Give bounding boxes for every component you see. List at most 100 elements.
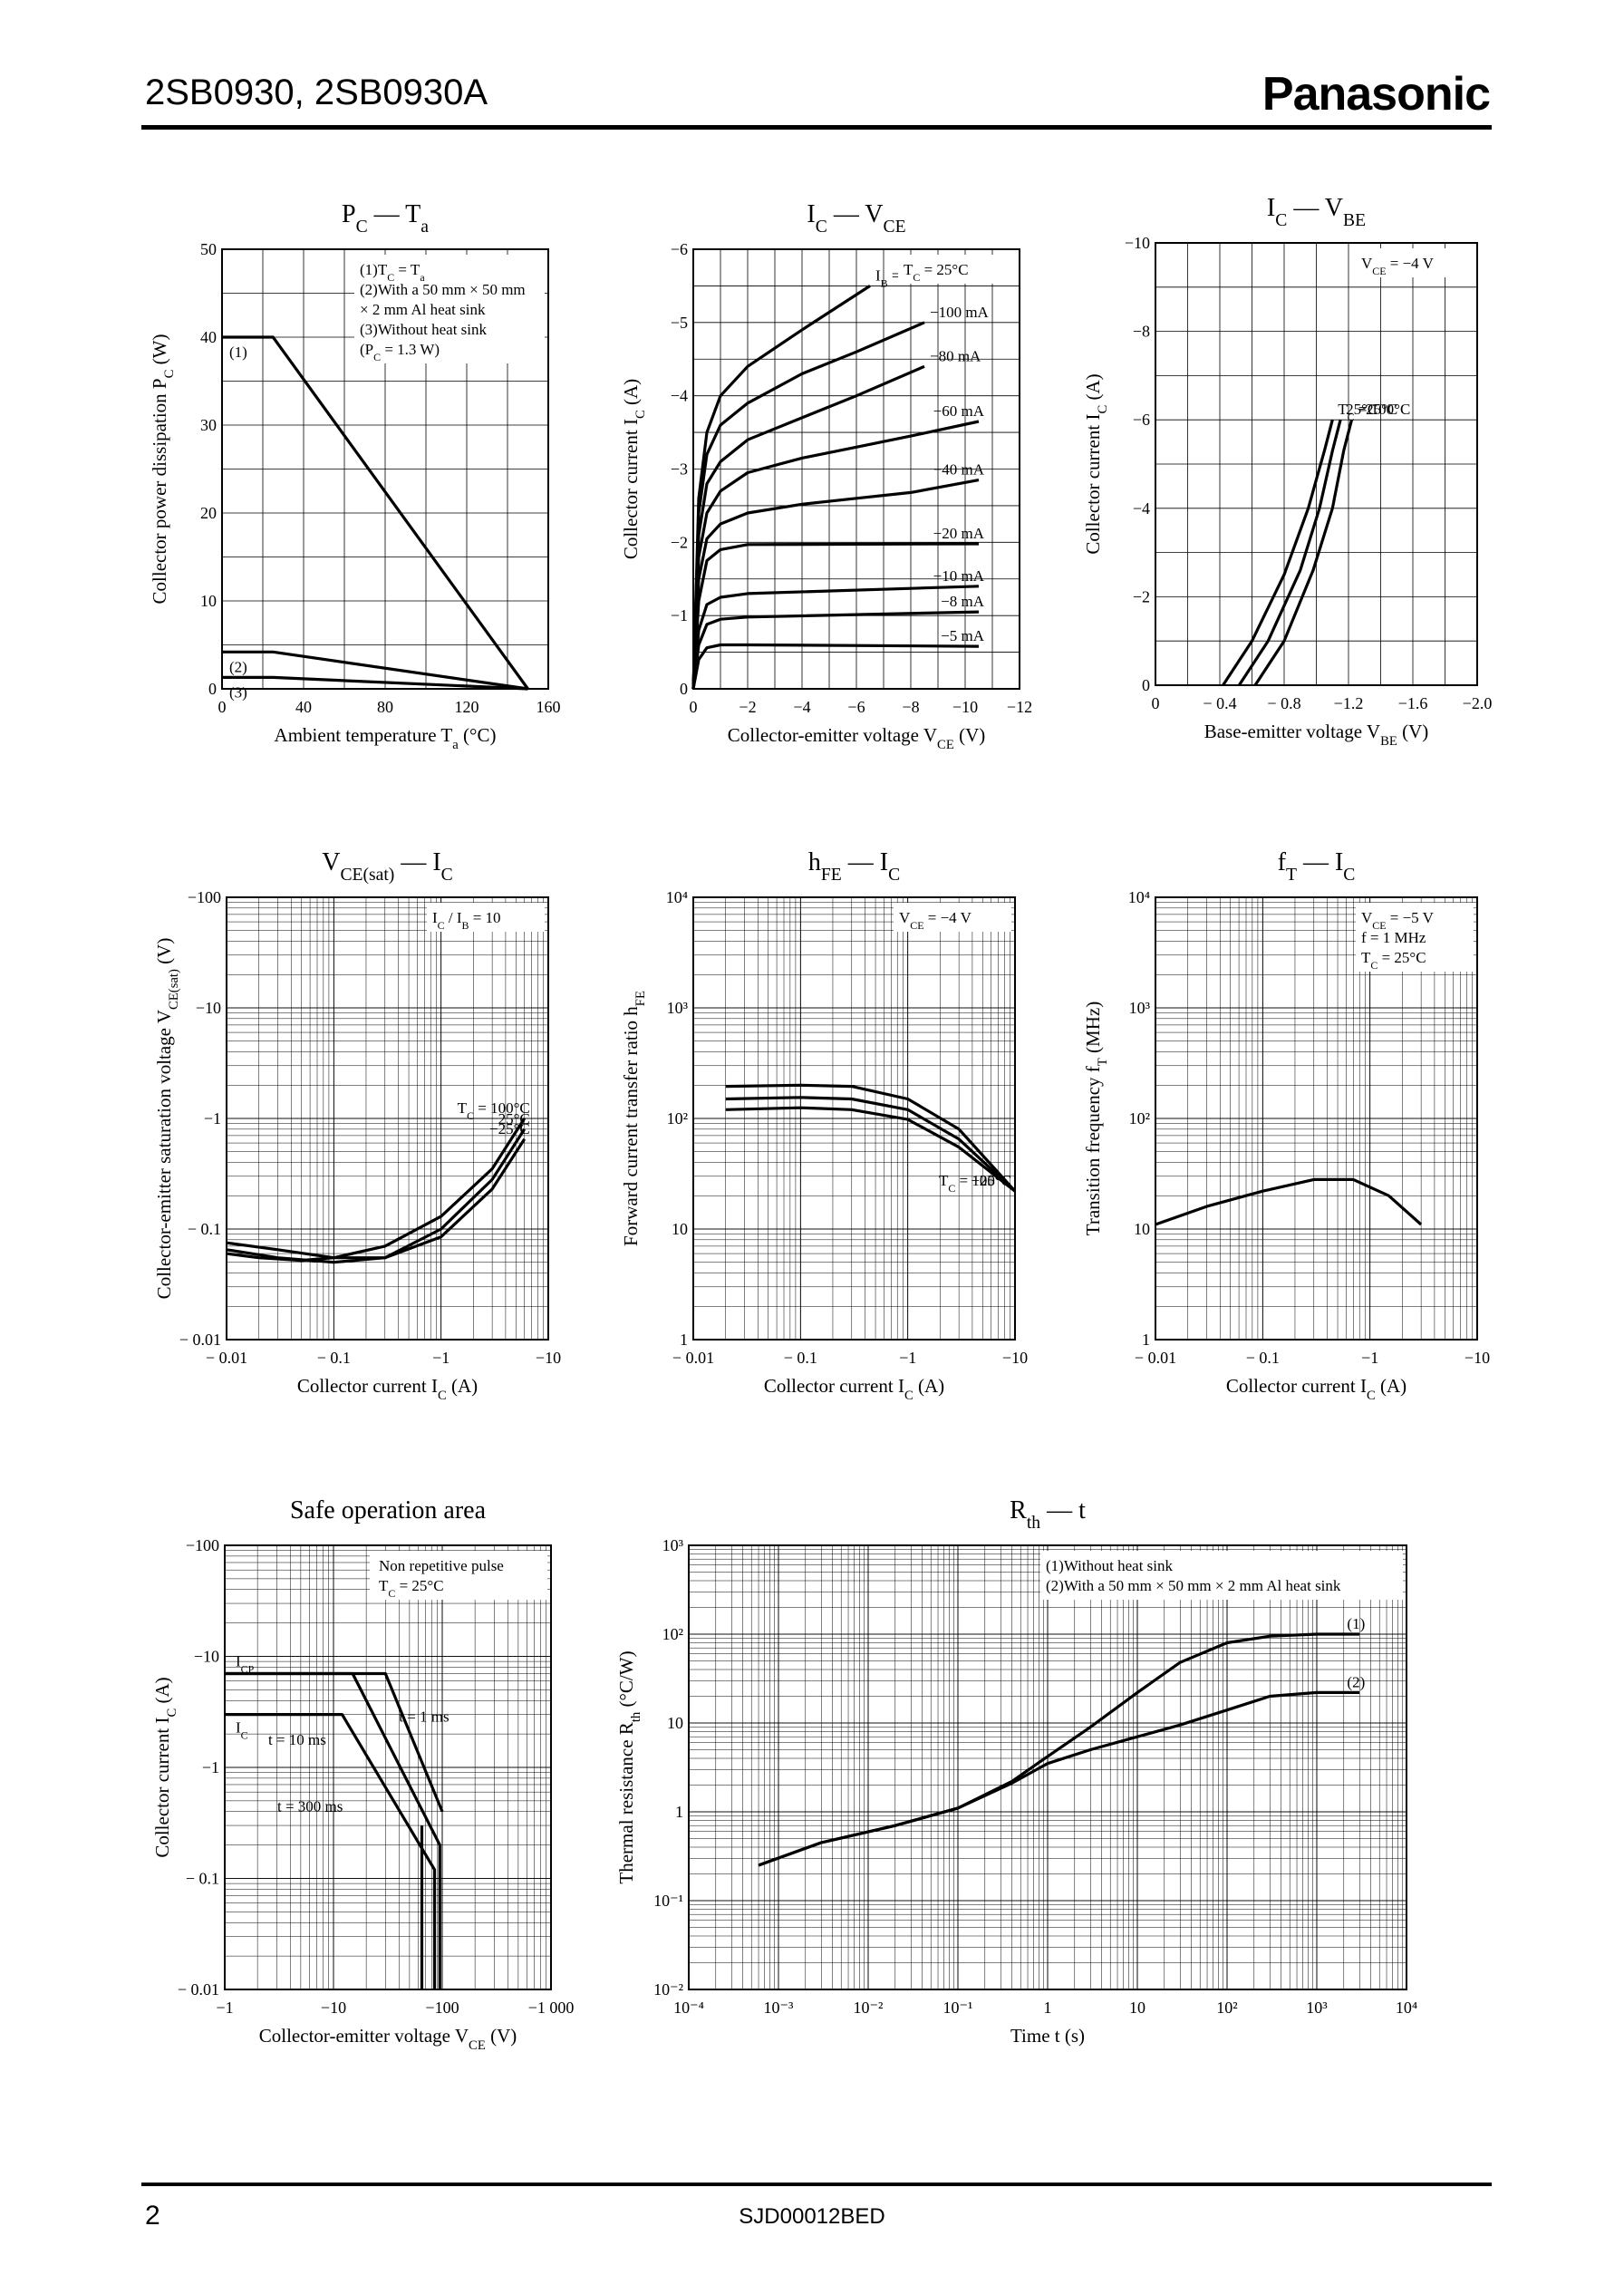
y-axis-label: Collector current IC (A) (620, 379, 648, 559)
x-tick-label: −1.6 (1398, 694, 1428, 712)
soa-label: ICP (236, 1652, 255, 1675)
x-tick-label: −100 (425, 1999, 459, 2017)
y-tick-label: −2 (671, 533, 688, 551)
y-tick-label: 10 (1134, 1220, 1150, 1238)
legend-entry: (1)Without heat sink (1046, 1557, 1174, 1574)
soa-label: IC (236, 1719, 248, 1742)
series-label: TC = 100°C (458, 1099, 530, 1122)
plot-frame (221, 248, 549, 690)
x-tick-label: 10³ (1306, 1999, 1328, 2017)
chart-hfe_ic: hFE — IC Collector current IC (A) Forward … (620, 848, 1028, 1403)
chart-rth_t: Rth — t Time t (s) Thermal resistance Rth … (615, 1496, 1417, 2047)
series-line (226, 1137, 527, 1260)
series-line (1155, 1177, 1423, 1226)
soa-label: t = 300 ms (277, 1798, 343, 1815)
series-line (1253, 419, 1354, 686)
series-label: −60 mA (933, 402, 985, 420)
x-tick-label: −2.0 (1463, 694, 1493, 712)
series-line (691, 420, 980, 690)
x-tick-label: − 0.1 (317, 1349, 351, 1367)
y-tick-label: −1 (204, 1109, 221, 1128)
x-tick-label: 10⁻³ (764, 1999, 795, 2017)
x-tick-label: 10⁴ (1396, 1999, 1417, 2017)
y-axis-label: Thermal resistance Rth (°C/W) (615, 1650, 643, 1883)
y-tick-label: 10² (1129, 1109, 1150, 1128)
page-number: 2 (145, 2201, 160, 2231)
y-tick-label: 1 (675, 1803, 683, 1821)
series-label: (2) (1347, 1673, 1365, 1690)
chart-title: PC — Ta (342, 200, 429, 237)
series-line (691, 364, 925, 690)
y-tick-label: 10 (200, 592, 217, 610)
y-tick-label: −10 (196, 999, 221, 1017)
series-line (225, 1713, 437, 1989)
series-line (691, 321, 925, 690)
chart-soa: Safe operation area Collector-emitter vol… (151, 1496, 574, 2053)
page-title: 2SB0930, 2SB0930A (145, 73, 488, 112)
legend-entry: VCE = −4 V (1361, 255, 1435, 277)
y-axis-label: Collector current IC (A) (1082, 373, 1110, 554)
x-tick-label: −1.2 (1334, 694, 1364, 712)
y-tick-label: −100 (186, 1536, 219, 1554)
y-tick-label: 10⁴ (1128, 888, 1150, 906)
series-label: −25°C (971, 1172, 1011, 1189)
legend-entry: VCE = −5 V (1361, 909, 1435, 932)
document-code: SJD00012BED (739, 2204, 885, 2229)
y-tick-label: − 0.1 (188, 1220, 221, 1238)
series-line (725, 1096, 1017, 1193)
legend-entry: (1)TC = Ta (360, 261, 425, 284)
y-tick-label: −6 (1133, 411, 1150, 429)
legend-entry: TC = 25°C (379, 1577, 444, 1600)
x-tick-label: 10⁻⁴ (673, 1999, 704, 2017)
legend-entry: (3)Without heat sink (360, 321, 488, 338)
series-label: (1) (229, 344, 247, 361)
y-tick-label: −1 (202, 1758, 219, 1776)
y-tick-label: 10⁻¹ (653, 1892, 683, 1910)
y-axis-label: Collector power dissipation PC (W) (149, 334, 177, 605)
plot-frame (224, 1544, 552, 1990)
x-tick-label: −1 (216, 1999, 233, 2017)
x-tick-label: − 0.1 (1246, 1349, 1280, 1367)
x-axis-label: Collector-emitter voltage VCE (V) (259, 2025, 517, 2053)
plot-frame (688, 1544, 1407, 1990)
series-line (225, 1671, 441, 1989)
plot-frame (1155, 896, 1478, 1341)
series-line (725, 1106, 1016, 1193)
y-tick-label: 0 (208, 680, 217, 698)
legend-box (1356, 903, 1474, 972)
footer-rule (141, 2183, 1492, 2186)
chart-title: IC — VBE (1267, 194, 1366, 230)
chart-ft_ic: fT — IC Collector current IC (A) Transitio… (1082, 848, 1490, 1403)
soa-label: t = 10 ms (268, 1731, 326, 1748)
header-rule (141, 125, 1492, 130)
series-label: −40 mA (933, 461, 985, 479)
series-line (691, 610, 980, 690)
series-line (222, 335, 529, 690)
y-axis-label: Transition frequency fT (MHz) (1082, 1002, 1110, 1235)
y-tick-label: 0 (1142, 676, 1150, 694)
y-axis-label: Forward current transfer ratio hFE (620, 991, 648, 1246)
series-line (691, 585, 980, 690)
x-axis-label: Collector current IC (A) (1226, 1375, 1406, 1403)
x-tick-label: − 0.1 (784, 1349, 817, 1367)
legend-box (898, 255, 1016, 284)
legend-entry: IC / IB = 10 (432, 909, 501, 932)
series-label: −25°C (1358, 401, 1398, 418)
legend-entry: (PC = 1.3 W) (360, 341, 440, 363)
y-tick-label: 10³ (667, 999, 689, 1017)
x-axis-label: Base-emitter voltage VBE (V) (1204, 721, 1429, 749)
series-label: −20 mA (933, 525, 985, 542)
legend-box (354, 255, 545, 363)
x-axis-label: Collector-emitter voltage VCE (V) (728, 724, 985, 752)
legend-box (1040, 1551, 1403, 1600)
series-line (1237, 419, 1342, 686)
x-tick-label: −1 (1361, 1349, 1378, 1367)
y-tick-label: −4 (1133, 499, 1150, 518)
x-tick-label: −1 (432, 1349, 450, 1367)
series-label: (3) (229, 683, 247, 701)
y-tick-label: 50 (200, 240, 217, 258)
chart-title: Rth — t (1010, 1496, 1086, 1533)
legend-box (1356, 248, 1474, 277)
x-tick-label: 0 (690, 698, 698, 716)
plot-frame (692, 896, 1016, 1341)
